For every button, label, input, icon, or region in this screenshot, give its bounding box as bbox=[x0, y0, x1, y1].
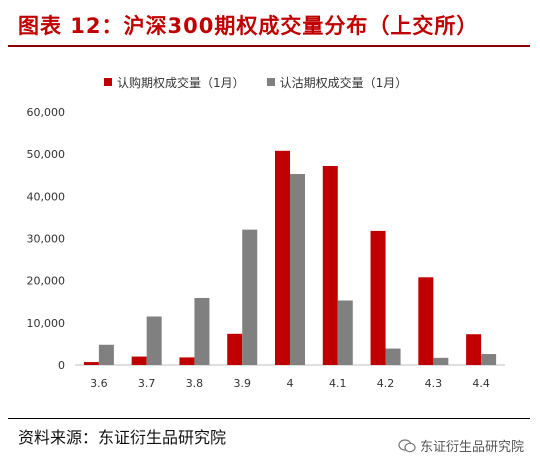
wechat-icon bbox=[398, 438, 416, 452]
put-bar bbox=[98, 344, 114, 365]
x-tick-label: 4.4 bbox=[472, 377, 490, 390]
put-bar bbox=[146, 316, 162, 365]
y-tick-label: 0 bbox=[58, 359, 65, 372]
y-tick-label: 20,000 bbox=[27, 275, 66, 288]
call-bar bbox=[466, 334, 482, 365]
page-title: 图表 12：沪深300期权成交量分布（上交所） bbox=[18, 14, 479, 38]
put-bar bbox=[242, 229, 258, 365]
x-tick-label: 4.1 bbox=[329, 377, 347, 390]
x-tick-label: 3.6 bbox=[90, 377, 108, 390]
x-tick-label: 4.3 bbox=[425, 377, 443, 390]
x-tick-label: 4.2 bbox=[377, 377, 395, 390]
put-bar bbox=[481, 354, 497, 365]
put-bar bbox=[385, 348, 401, 365]
title-divider bbox=[8, 45, 530, 47]
x-tick-label: 4 bbox=[287, 377, 294, 390]
call-bar bbox=[83, 362, 99, 365]
source-note: 资料来源：东证衍生品研究院 bbox=[18, 428, 227, 447]
y-tick-label: 30,000 bbox=[27, 233, 66, 246]
bar-chart: 0 10,000 20,000 30,000 40,000 50,000 60,000 3.6… bbox=[27, 106, 505, 390]
x-tick-label: 3.8 bbox=[186, 377, 204, 390]
put-bar bbox=[433, 357, 449, 365]
x-tick-label: 3.9 bbox=[233, 377, 251, 390]
legend-swatch-puts bbox=[266, 78, 275, 86]
call-bar bbox=[227, 333, 243, 365]
put-bar bbox=[337, 300, 353, 365]
watermark-text: 东证衍生品研究院 bbox=[419, 440, 524, 455]
legend-label-calls: 认购期权成交量（1月） bbox=[117, 75, 245, 90]
y-tick-label: 40,000 bbox=[27, 190, 66, 203]
put-bar bbox=[194, 297, 210, 365]
chart-legend: 认购期权成交量（1月） 认沽期权成交量（1月） bbox=[104, 74, 429, 90]
y-tick-label: 10,000 bbox=[27, 317, 66, 330]
legend-swatch-calls bbox=[104, 78, 112, 86]
put-bar bbox=[290, 173, 305, 365]
call-bar bbox=[418, 277, 434, 365]
legend-item-puts: 认沽期权成交量（1月） bbox=[266, 74, 408, 91]
call-bar bbox=[322, 165, 338, 365]
call-bar bbox=[370, 230, 386, 365]
x-tick-label: 3.7 bbox=[138, 377, 156, 390]
call-bar bbox=[275, 150, 290, 365]
y-tick-label: 50,000 bbox=[27, 148, 66, 161]
call-bar bbox=[131, 356, 147, 365]
legend-item-calls: 认购期权成交量（1月） bbox=[104, 74, 245, 91]
footer-divider bbox=[8, 418, 530, 419]
watermark: 东证衍生品研究院 bbox=[398, 436, 524, 455]
legend-label-puts: 认沽期权成交量（1月） bbox=[279, 75, 408, 90]
call-bar bbox=[179, 357, 195, 365]
y-tick-label: 60,000 bbox=[27, 106, 66, 119]
